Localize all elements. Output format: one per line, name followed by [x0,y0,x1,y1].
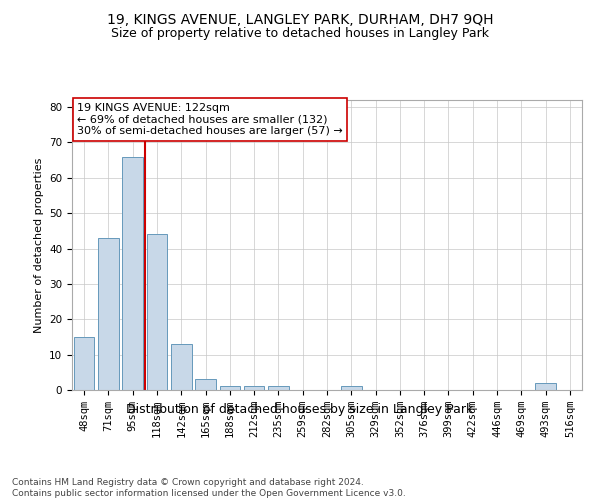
Text: 19 KINGS AVENUE: 122sqm
← 69% of detached houses are smaller (132)
30% of semi-d: 19 KINGS AVENUE: 122sqm ← 69% of detache… [77,103,343,136]
Text: Contains HM Land Registry data © Crown copyright and database right 2024.
Contai: Contains HM Land Registry data © Crown c… [12,478,406,498]
Bar [146,234,167,390]
Bar [341,386,362,390]
Bar [244,386,265,390]
Text: 19, KINGS AVENUE, LANGLEY PARK, DURHAM, DH7 9QH: 19, KINGS AVENUE, LANGLEY PARK, DURHAM, … [107,12,493,26]
Bar [195,380,216,390]
Bar [122,156,143,390]
Bar [535,383,556,390]
Text: Size of property relative to detached houses in Langley Park: Size of property relative to detached ho… [111,28,489,40]
Bar [171,344,191,390]
Text: Distribution of detached houses by size in Langley Park: Distribution of detached houses by size … [127,402,473,415]
Bar [220,386,240,390]
Y-axis label: Number of detached properties: Number of detached properties [34,158,44,332]
Bar [74,337,94,390]
Bar [268,386,289,390]
Bar [98,238,119,390]
